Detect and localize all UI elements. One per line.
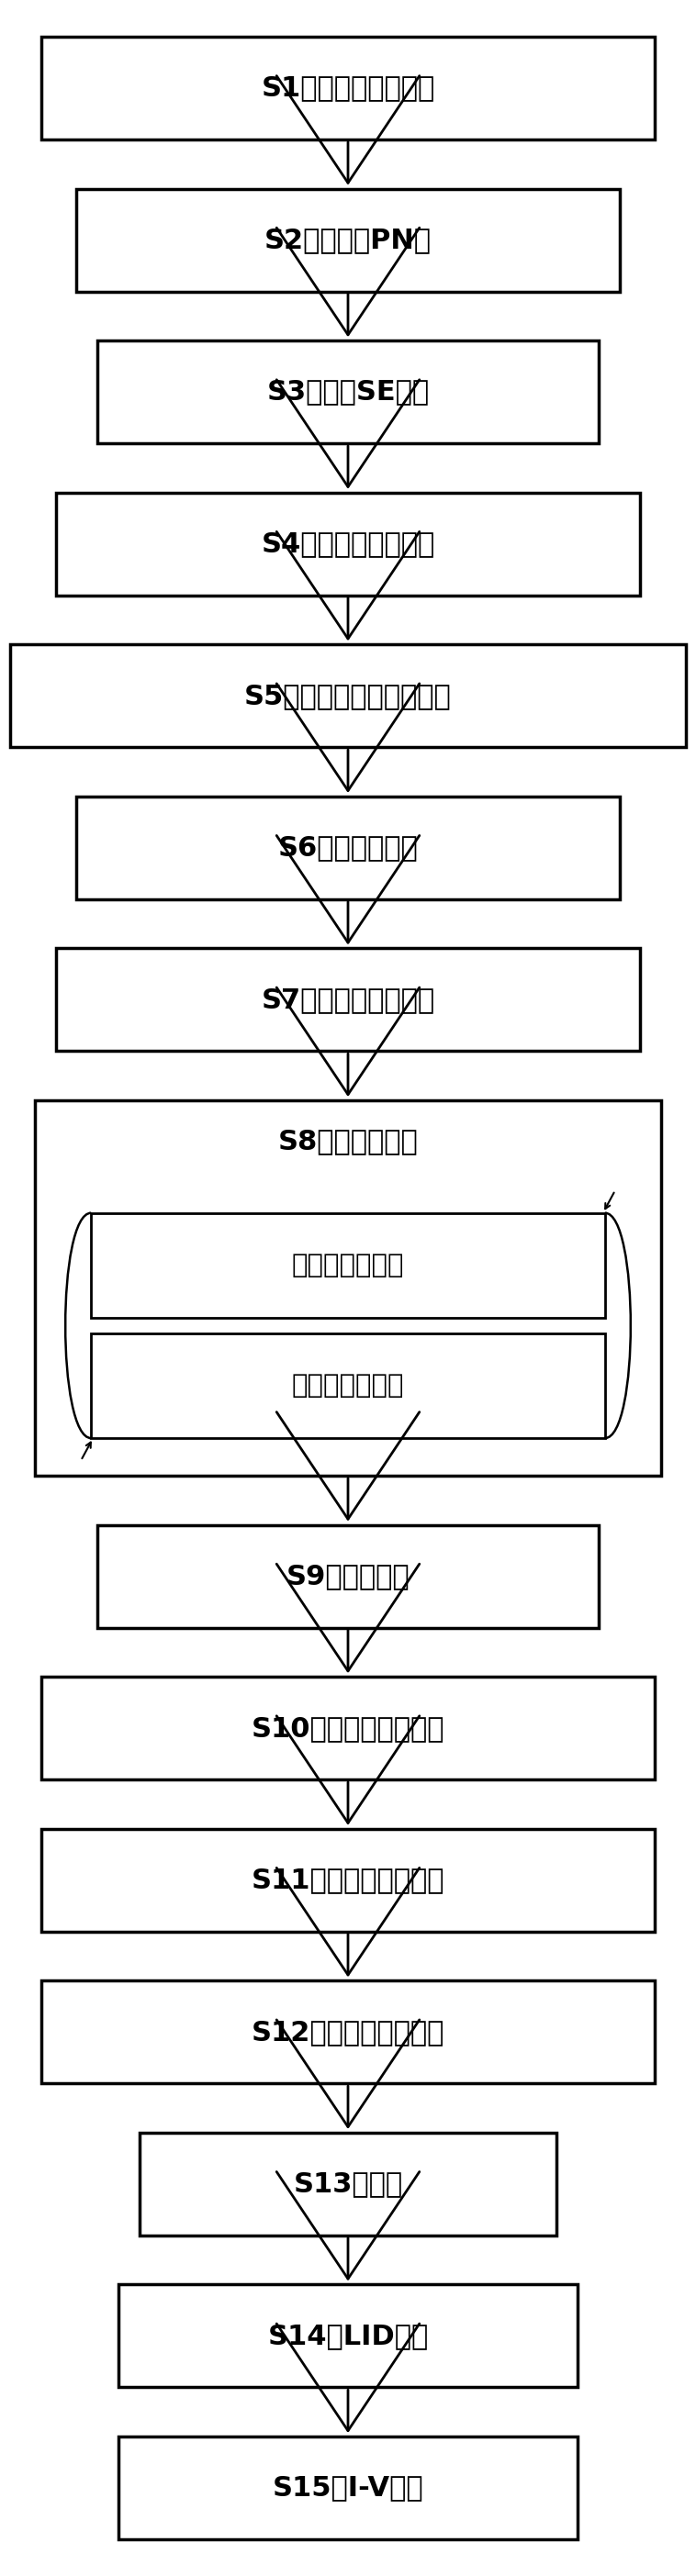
Bar: [91, 1332, 605, 1437]
Text: S1、去损伤层、制织: S1、去损伤层、制织: [261, 75, 435, 100]
Text: S9、激光开槽: S9、激光开槽: [286, 1564, 410, 1589]
Bar: [97, 340, 599, 443]
Text: S15、I-V测试: S15、I-V测试: [272, 2476, 424, 2501]
Bar: [118, 2437, 578, 2540]
Bar: [56, 492, 640, 595]
Bar: [42, 1981, 654, 2084]
Bar: [139, 2133, 557, 2236]
Text: S12、正电极丝网印刷: S12、正电极丝网印刷: [251, 2020, 445, 2045]
Bar: [97, 1525, 599, 1628]
Bar: [35, 1100, 661, 1476]
Bar: [42, 1829, 654, 1932]
Text: S4、刻蚀及背面抛光: S4、刻蚀及背面抛光: [261, 531, 435, 556]
Bar: [10, 644, 686, 747]
Text: S13、烧结: S13、烧结: [293, 2172, 403, 2197]
Text: S2、扩散制PN结: S2、扩散制PN结: [264, 227, 432, 252]
Text: S11、铝背场丝网印刷: S11、铝背场丝网印刷: [251, 1868, 445, 1893]
Bar: [42, 1677, 654, 1780]
Bar: [42, 36, 654, 139]
Text: S10、背电极丝网印刷: S10、背电极丝网印刷: [251, 1716, 445, 1741]
Text: S3、激光SE掺杂: S3、激光SE掺杂: [267, 379, 429, 404]
Text: S6、氧化铝沉积: S6、氧化铝沉积: [278, 835, 418, 860]
Bar: [118, 2285, 578, 2388]
Text: 正面氮化硅沉积: 正面氮化硅沉积: [292, 1373, 404, 1399]
Bar: [91, 1213, 605, 1319]
Text: S8、氮化硅沉积: S8、氮化硅沉积: [278, 1128, 418, 1154]
Bar: [77, 796, 619, 899]
Text: S14、LID光衰: S14、LID光衰: [267, 2324, 429, 2349]
Text: 背面氮化硅沉积: 背面氮化硅沉积: [292, 1252, 404, 1278]
Text: S5、氧化退火氧化硅沉积: S5、氧化退火氧化硅沉积: [244, 683, 452, 708]
Bar: [77, 188, 619, 291]
Bar: [56, 948, 640, 1051]
Text: S7、正面氧化铝去除: S7、正面氧化铝去除: [261, 987, 435, 1012]
